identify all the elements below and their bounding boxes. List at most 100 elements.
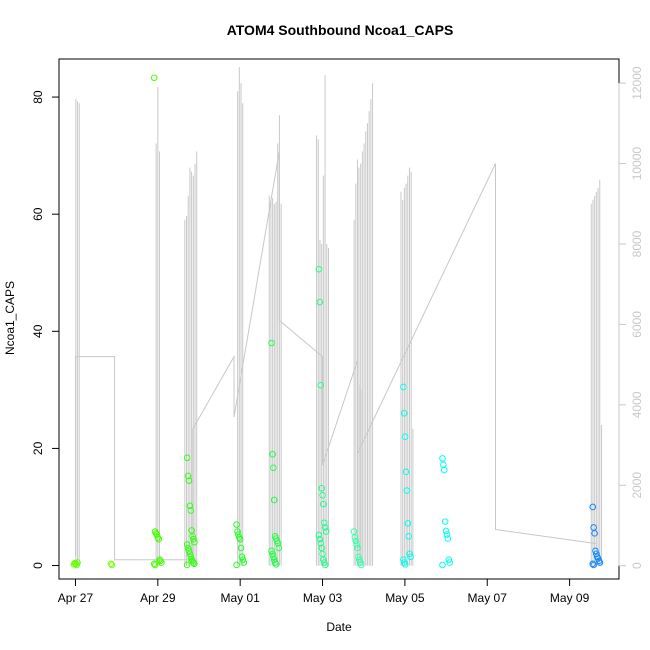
data-point bbox=[72, 560, 80, 568]
data-point bbox=[269, 550, 276, 558]
y-tick-label: 60 bbox=[31, 207, 45, 221]
data-point bbox=[191, 560, 198, 568]
data-point bbox=[444, 535, 452, 542]
trend-polyline bbox=[75, 151, 597, 561]
data-point bbox=[185, 477, 193, 484]
data-point bbox=[187, 553, 195, 561]
data-point bbox=[183, 454, 191, 462]
data-point bbox=[439, 455, 446, 462]
x-tick-label: May 09 bbox=[550, 591, 590, 605]
data-point bbox=[402, 468, 410, 476]
data-point bbox=[236, 535, 244, 543]
data-point bbox=[150, 560, 158, 568]
data-point bbox=[354, 544, 361, 552]
data-point bbox=[189, 532, 196, 540]
data-point bbox=[404, 520, 412, 527]
data-point bbox=[357, 561, 365, 569]
data-point bbox=[183, 541, 191, 548]
data-point bbox=[589, 560, 597, 568]
data-point bbox=[401, 561, 409, 568]
data-point bbox=[591, 530, 598, 537]
data-point bbox=[592, 547, 599, 555]
data-point bbox=[237, 544, 245, 552]
data-point bbox=[270, 553, 277, 561]
data-points bbox=[70, 74, 604, 569]
data-point bbox=[190, 535, 197, 543]
y2-tick-label: 10000 bbox=[630, 147, 644, 181]
data-point bbox=[353, 541, 360, 548]
data-point bbox=[158, 559, 165, 566]
data-point bbox=[442, 527, 450, 535]
data-point bbox=[440, 461, 447, 469]
x-axis: Apr 27 Apr 29 May 01 May 03 May 05 May 07 May … bbox=[58, 578, 590, 605]
data-point bbox=[405, 532, 413, 540]
y-tick-label: 0 bbox=[31, 562, 45, 569]
chart-title: ATOM4 Southbound Ncoa1_CAPS bbox=[227, 22, 454, 38]
data-point bbox=[352, 537, 360, 545]
data-point bbox=[400, 409, 408, 417]
data-point bbox=[233, 561, 240, 569]
data-point bbox=[268, 547, 275, 555]
data-point bbox=[407, 553, 414, 561]
data-point bbox=[270, 464, 277, 472]
data-point bbox=[321, 519, 328, 527]
data-point bbox=[274, 539, 282, 547]
data-point bbox=[185, 547, 193, 555]
y2-tick-label: 6000 bbox=[630, 311, 644, 338]
data-point bbox=[150, 74, 158, 82]
data-point bbox=[272, 561, 280, 568]
data-point bbox=[440, 466, 448, 474]
data-point bbox=[445, 556, 453, 563]
y-axis-label: Ncoa1_CAPS bbox=[3, 281, 17, 355]
data-point bbox=[406, 550, 413, 558]
y-tick-label: 40 bbox=[31, 324, 45, 338]
plot-area-frame bbox=[58, 58, 620, 580]
data-point bbox=[321, 561, 329, 569]
data-point bbox=[239, 556, 247, 563]
data-point bbox=[187, 507, 195, 514]
trend-line bbox=[75, 151, 597, 561]
data-point bbox=[233, 521, 240, 528]
data-point bbox=[74, 559, 81, 566]
data-point bbox=[184, 544, 192, 552]
data-point bbox=[155, 535, 163, 543]
data-point bbox=[316, 298, 324, 306]
data-point bbox=[318, 484, 325, 492]
y2-tick-label: 0 bbox=[630, 562, 644, 569]
data-point bbox=[321, 524, 329, 531]
data-point bbox=[108, 561, 116, 569]
x-tick-label: May 01 bbox=[220, 591, 260, 605]
data-point bbox=[151, 561, 159, 569]
data-point bbox=[319, 550, 326, 558]
data-point bbox=[315, 265, 323, 273]
data-point bbox=[268, 339, 275, 347]
x-tick-label: May 03 bbox=[303, 591, 343, 605]
data-point bbox=[322, 528, 330, 535]
y2-tick-label: 2000 bbox=[630, 472, 644, 499]
data-point bbox=[270, 496, 278, 504]
data-point bbox=[183, 561, 191, 569]
x-axis-label: Date bbox=[326, 620, 352, 634]
x-tick-label: Apr 27 bbox=[58, 591, 94, 605]
spike-lines bbox=[75, 67, 602, 566]
data-point bbox=[317, 381, 325, 389]
data-point bbox=[315, 531, 323, 539]
data-point bbox=[443, 531, 451, 538]
data-point bbox=[439, 561, 446, 569]
data-point bbox=[355, 553, 362, 561]
data-point bbox=[316, 535, 324, 543]
data-point bbox=[441, 518, 449, 525]
data-point bbox=[596, 559, 604, 566]
data-point bbox=[240, 559, 248, 566]
data-point bbox=[186, 550, 194, 558]
data-point bbox=[191, 538, 198, 546]
x-tick-label: May 07 bbox=[468, 591, 508, 605]
y-tick-label: 20 bbox=[31, 441, 45, 455]
data-point bbox=[186, 502, 194, 510]
y2-tick-label: 8000 bbox=[630, 230, 644, 257]
data-point bbox=[400, 383, 407, 391]
data-point bbox=[234, 528, 241, 535]
data-point bbox=[401, 433, 409, 441]
data-point bbox=[351, 534, 359, 541]
